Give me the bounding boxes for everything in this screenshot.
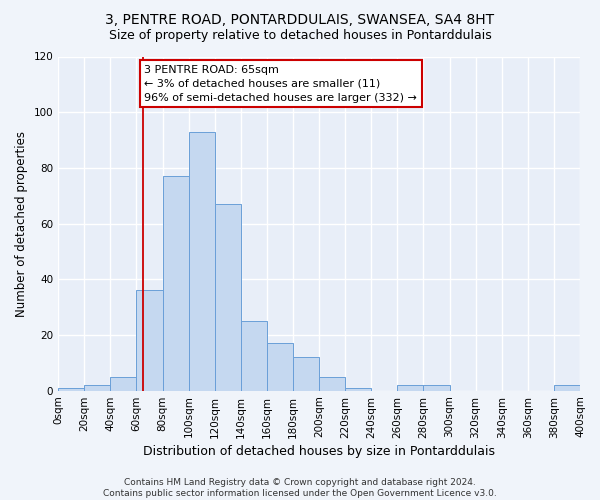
Bar <box>267 344 293 390</box>
Text: Contains HM Land Registry data © Crown copyright and database right 2024.
Contai: Contains HM Land Registry data © Crown c… <box>103 478 497 498</box>
Y-axis label: Number of detached properties: Number of detached properties <box>15 130 28 316</box>
Bar <box>58 388 84 390</box>
Text: Size of property relative to detached houses in Pontarddulais: Size of property relative to detached ho… <box>109 29 491 42</box>
Bar <box>84 385 110 390</box>
Text: 3 PENTRE ROAD: 65sqm
← 3% of detached houses are smaller (11)
96% of semi-detach: 3 PENTRE ROAD: 65sqm ← 3% of detached ho… <box>144 65 417 103</box>
Bar <box>554 385 580 390</box>
Bar <box>397 385 424 390</box>
Bar <box>293 358 319 390</box>
Bar <box>424 385 449 390</box>
Bar <box>215 204 241 390</box>
Bar <box>136 290 163 390</box>
Bar <box>110 377 136 390</box>
Bar <box>163 176 188 390</box>
Bar <box>319 377 345 390</box>
Bar <box>241 321 267 390</box>
X-axis label: Distribution of detached houses by size in Pontarddulais: Distribution of detached houses by size … <box>143 444 495 458</box>
Text: 3, PENTRE ROAD, PONTARDDULAIS, SWANSEA, SA4 8HT: 3, PENTRE ROAD, PONTARDDULAIS, SWANSEA, … <box>106 12 494 26</box>
Bar <box>188 132 215 390</box>
Bar <box>345 388 371 390</box>
